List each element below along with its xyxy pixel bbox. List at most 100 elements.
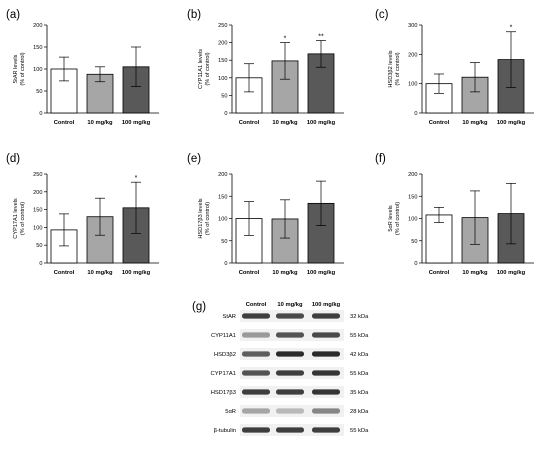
y-tick-label: 150 [218,194,227,200]
protein-band [242,427,270,433]
protein-label: β-tubulin [214,428,236,434]
protein-band [242,408,270,414]
category-label: 10 mg/kg [462,270,488,276]
y-axis-label: StAR levels [13,54,19,83]
protein-band [276,427,304,433]
protein-band [242,351,270,357]
y-axis-label: HSD3β2 levels [388,50,394,87]
y-tick-label: 150 [33,208,42,214]
significance-mark: * [510,25,513,32]
kda-label: 55 kDa [350,333,369,339]
y-tick-label: 150 [33,45,42,51]
protein-band [276,408,304,414]
y-tick-label: 300 [408,23,417,29]
y-tick-label: 50 [221,239,227,245]
y-tick-label: 50 [221,93,227,99]
kda-label: 55 kDa [350,371,369,377]
western-blot-panel: (g) Control 10 mg/kg 100 mg/kg StAR 32 kDa CYP… [192,301,369,436]
y-tick-label: 200 [408,172,417,178]
bar-0 [425,214,453,264]
protein-band [312,332,340,338]
y-tick-label: 0 [39,111,42,117]
chart-panel-e: (e) 0 50 100 150 200 HSD17β3 levels (% of contr… [187,153,344,276]
y-tick-label: 50 [411,239,417,245]
category-label: Control [54,270,75,276]
kda-label: 42 kDa [350,352,369,358]
chart-panel-c: (c) 0 100 200 300 HSD3β2 levels (% of control)… [375,9,534,126]
y-tick-label: 100 [33,67,42,73]
category-label: Control [239,270,260,276]
category-label: 10 mg/kg [87,120,113,126]
blot-row: HSD3β2 42 kDa [214,348,369,360]
chart-panel-f: (f) 0 50 100 150 200 5αR levels (% of control) C… [375,153,534,276]
y-tick-label: 150 [218,58,227,64]
blot-row: 5αR 28 kDa [225,405,369,417]
category-label: 100 mg/kg [307,270,336,276]
y-tick-label: 100 [218,76,227,82]
y-axis-label: (% of control) [205,52,211,85]
lane-header: 100 mg/kg [312,302,341,308]
y-tick-label: 150 [408,194,417,200]
protein-band [276,351,304,357]
y-tick-label: 200 [33,23,42,29]
protein-band [276,332,304,338]
y-axis-label: CYP17A1 levels [13,198,19,239]
kda-label: 32 kDa [350,314,369,320]
protein-band [276,313,304,319]
protein-label: CYP17A1 [211,371,236,377]
category-label: Control [239,120,260,126]
blot-row: CYP11A1 55 kDa [211,329,369,341]
category-label: 10 mg/kg [87,270,113,276]
protein-band [312,313,340,319]
significance-mark: * [284,36,287,43]
y-axis-label: (% of control) [395,52,401,85]
category-label: 10 mg/kg [462,120,488,126]
protein-band [312,389,340,395]
category-label: Control [429,270,450,276]
y-tick-label: 250 [218,23,227,29]
y-tick-label: 100 [408,82,417,88]
panel-letter: (b) [187,9,201,21]
y-tick-label: 100 [408,217,417,223]
y-axis-label: 5αR levels [388,205,394,231]
y-tick-label: 250 [33,172,42,178]
blot-row: HSD17β3 35 kDa [211,386,369,398]
y-axis-label: (% of control) [205,202,211,235]
y-axis-label: CYP11A1 levels [198,49,204,89]
kda-label: 28 kDa [350,409,369,415]
category-label: 10 mg/kg [272,120,298,126]
panel-letter: (f) [375,153,386,165]
protein-band [242,332,270,338]
protein-band [242,389,270,395]
blot-row: β-tubulin 55 kDa [214,424,369,436]
category-label: 100 mg/kg [497,270,526,276]
y-tick-label: 100 [218,217,227,223]
y-axis-label: (% of control) [20,52,26,85]
y-tick-label: 0 [224,111,227,117]
y-tick-label: 0 [414,261,417,267]
protein-label: HSD17β3 [211,390,236,396]
y-tick-label: 200 [218,172,227,178]
protein-label: HSD3β2 [214,352,236,358]
category-label: 100 mg/kg [497,120,526,126]
panel-letter: (d) [6,153,20,165]
y-axis-label: HSD17β3 levels [198,198,204,238]
category-label: 100 mg/kg [122,270,151,276]
y-tick-label: 100 [33,225,42,231]
protein-label: 5αR [225,409,236,415]
y-tick-label: 0 [224,261,227,267]
y-tick-label: 50 [36,243,42,249]
protein-label: CYP11A1 [211,333,236,339]
y-axis-label: (% of control) [20,202,26,235]
lane-header: Control [246,302,267,308]
blot-row: CYP17A1 55 kDa [211,367,369,379]
protein-band [312,427,340,433]
category-label: Control [429,120,450,126]
panel-letter: (a) [6,9,20,21]
protein-label: StAR [222,314,236,320]
category-label: 100 mg/kg [122,120,151,126]
protein-band [276,389,304,395]
y-tick-label: 0 [414,111,417,117]
